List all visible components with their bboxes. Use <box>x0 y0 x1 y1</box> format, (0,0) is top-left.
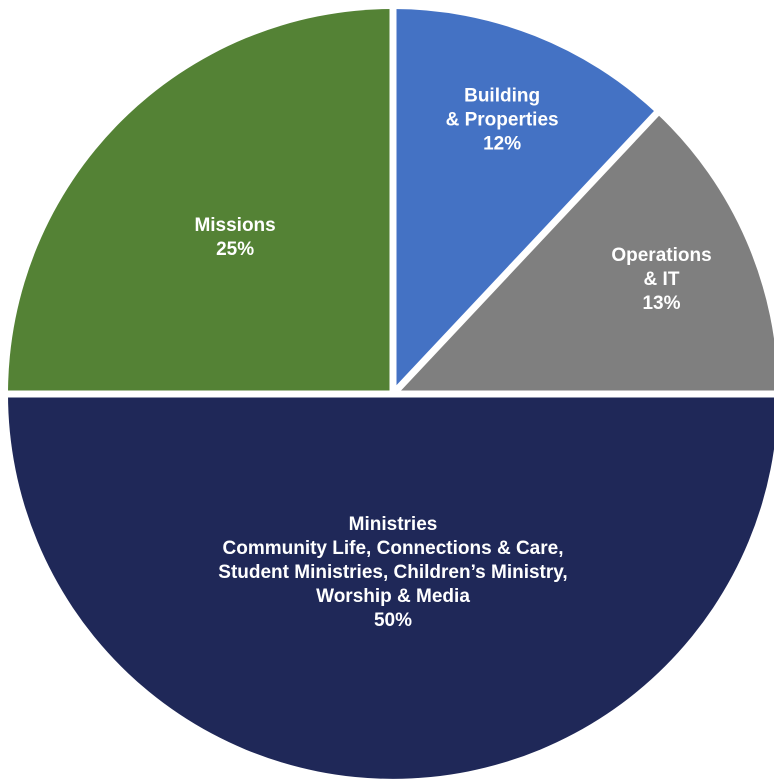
slice-name-line: Missions <box>194 215 275 236</box>
slice-name-line: & Properties <box>446 109 559 130</box>
slice-name-line: Ministries <box>349 514 438 535</box>
slices-layer <box>6 7 774 779</box>
pie-slice-missions <box>8 9 393 394</box>
slice-name-line: Building <box>464 85 540 106</box>
slice-name-line: Community Life, Connections & Care, <box>223 538 564 559</box>
slice-name-line: Operations <box>611 245 711 266</box>
slice-name-line: Student Ministries, Children’s Ministry, <box>218 562 567 583</box>
slice-value-label: 50% <box>374 610 412 631</box>
slice-value-label: 25% <box>216 239 254 260</box>
slice-name-line: Worship & Media <box>316 586 470 607</box>
slice-value-label: 13% <box>642 293 680 314</box>
slice-value-label: 12% <box>483 133 521 154</box>
slice-name-line: & IT <box>644 269 680 290</box>
